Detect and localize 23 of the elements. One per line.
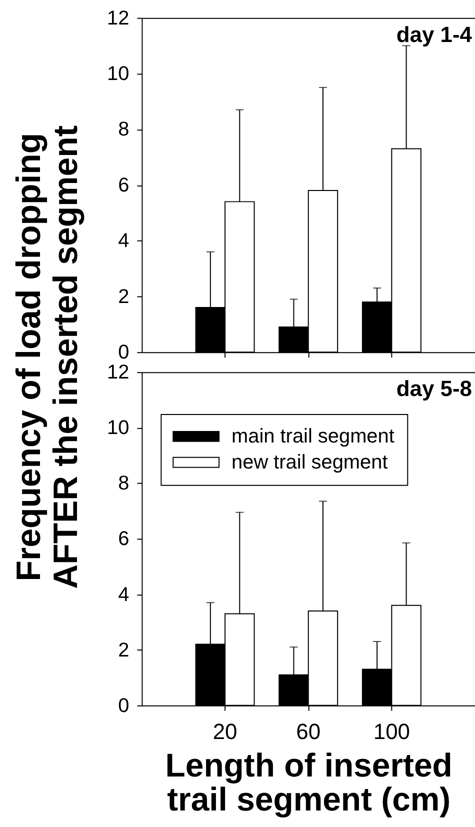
y-tick-label: 12 [107,362,130,384]
chart-title: day 5-8 [396,376,472,402]
y-tick-label: 0 [118,694,130,717]
x-tick-label: 60 [296,718,321,744]
y-tick-label: 10 [107,63,130,86]
y-tick-label: 12 [107,7,130,30]
y-tick-label: 4 [118,584,130,606]
x-tick-label: 100 [373,718,410,744]
y-tick-label: 0 [118,342,130,364]
x-tick-label: 20 [212,718,238,744]
y-axis-title: Frequency of load dropping AFTER the inserted segment [10,125,85,589]
y-tick-label: 2 [118,286,130,308]
x-axis-title: Length of inserted trail segment (cm) [165,746,452,818]
y-tick-label: 8 [118,118,130,141]
y-tick-label: 8 [118,472,130,495]
y-tick-label: 10 [107,417,130,440]
y-tick-label: 6 [118,528,130,550]
y-tick-label: 2 [118,639,130,662]
legend-label: new trail segment [232,451,388,474]
y-tick-label: 6 [118,174,130,196]
legend-label: main trail segment [232,425,395,448]
y-tick-label: 4 [118,230,130,252]
chart-title: day 1-4 [396,22,473,47]
